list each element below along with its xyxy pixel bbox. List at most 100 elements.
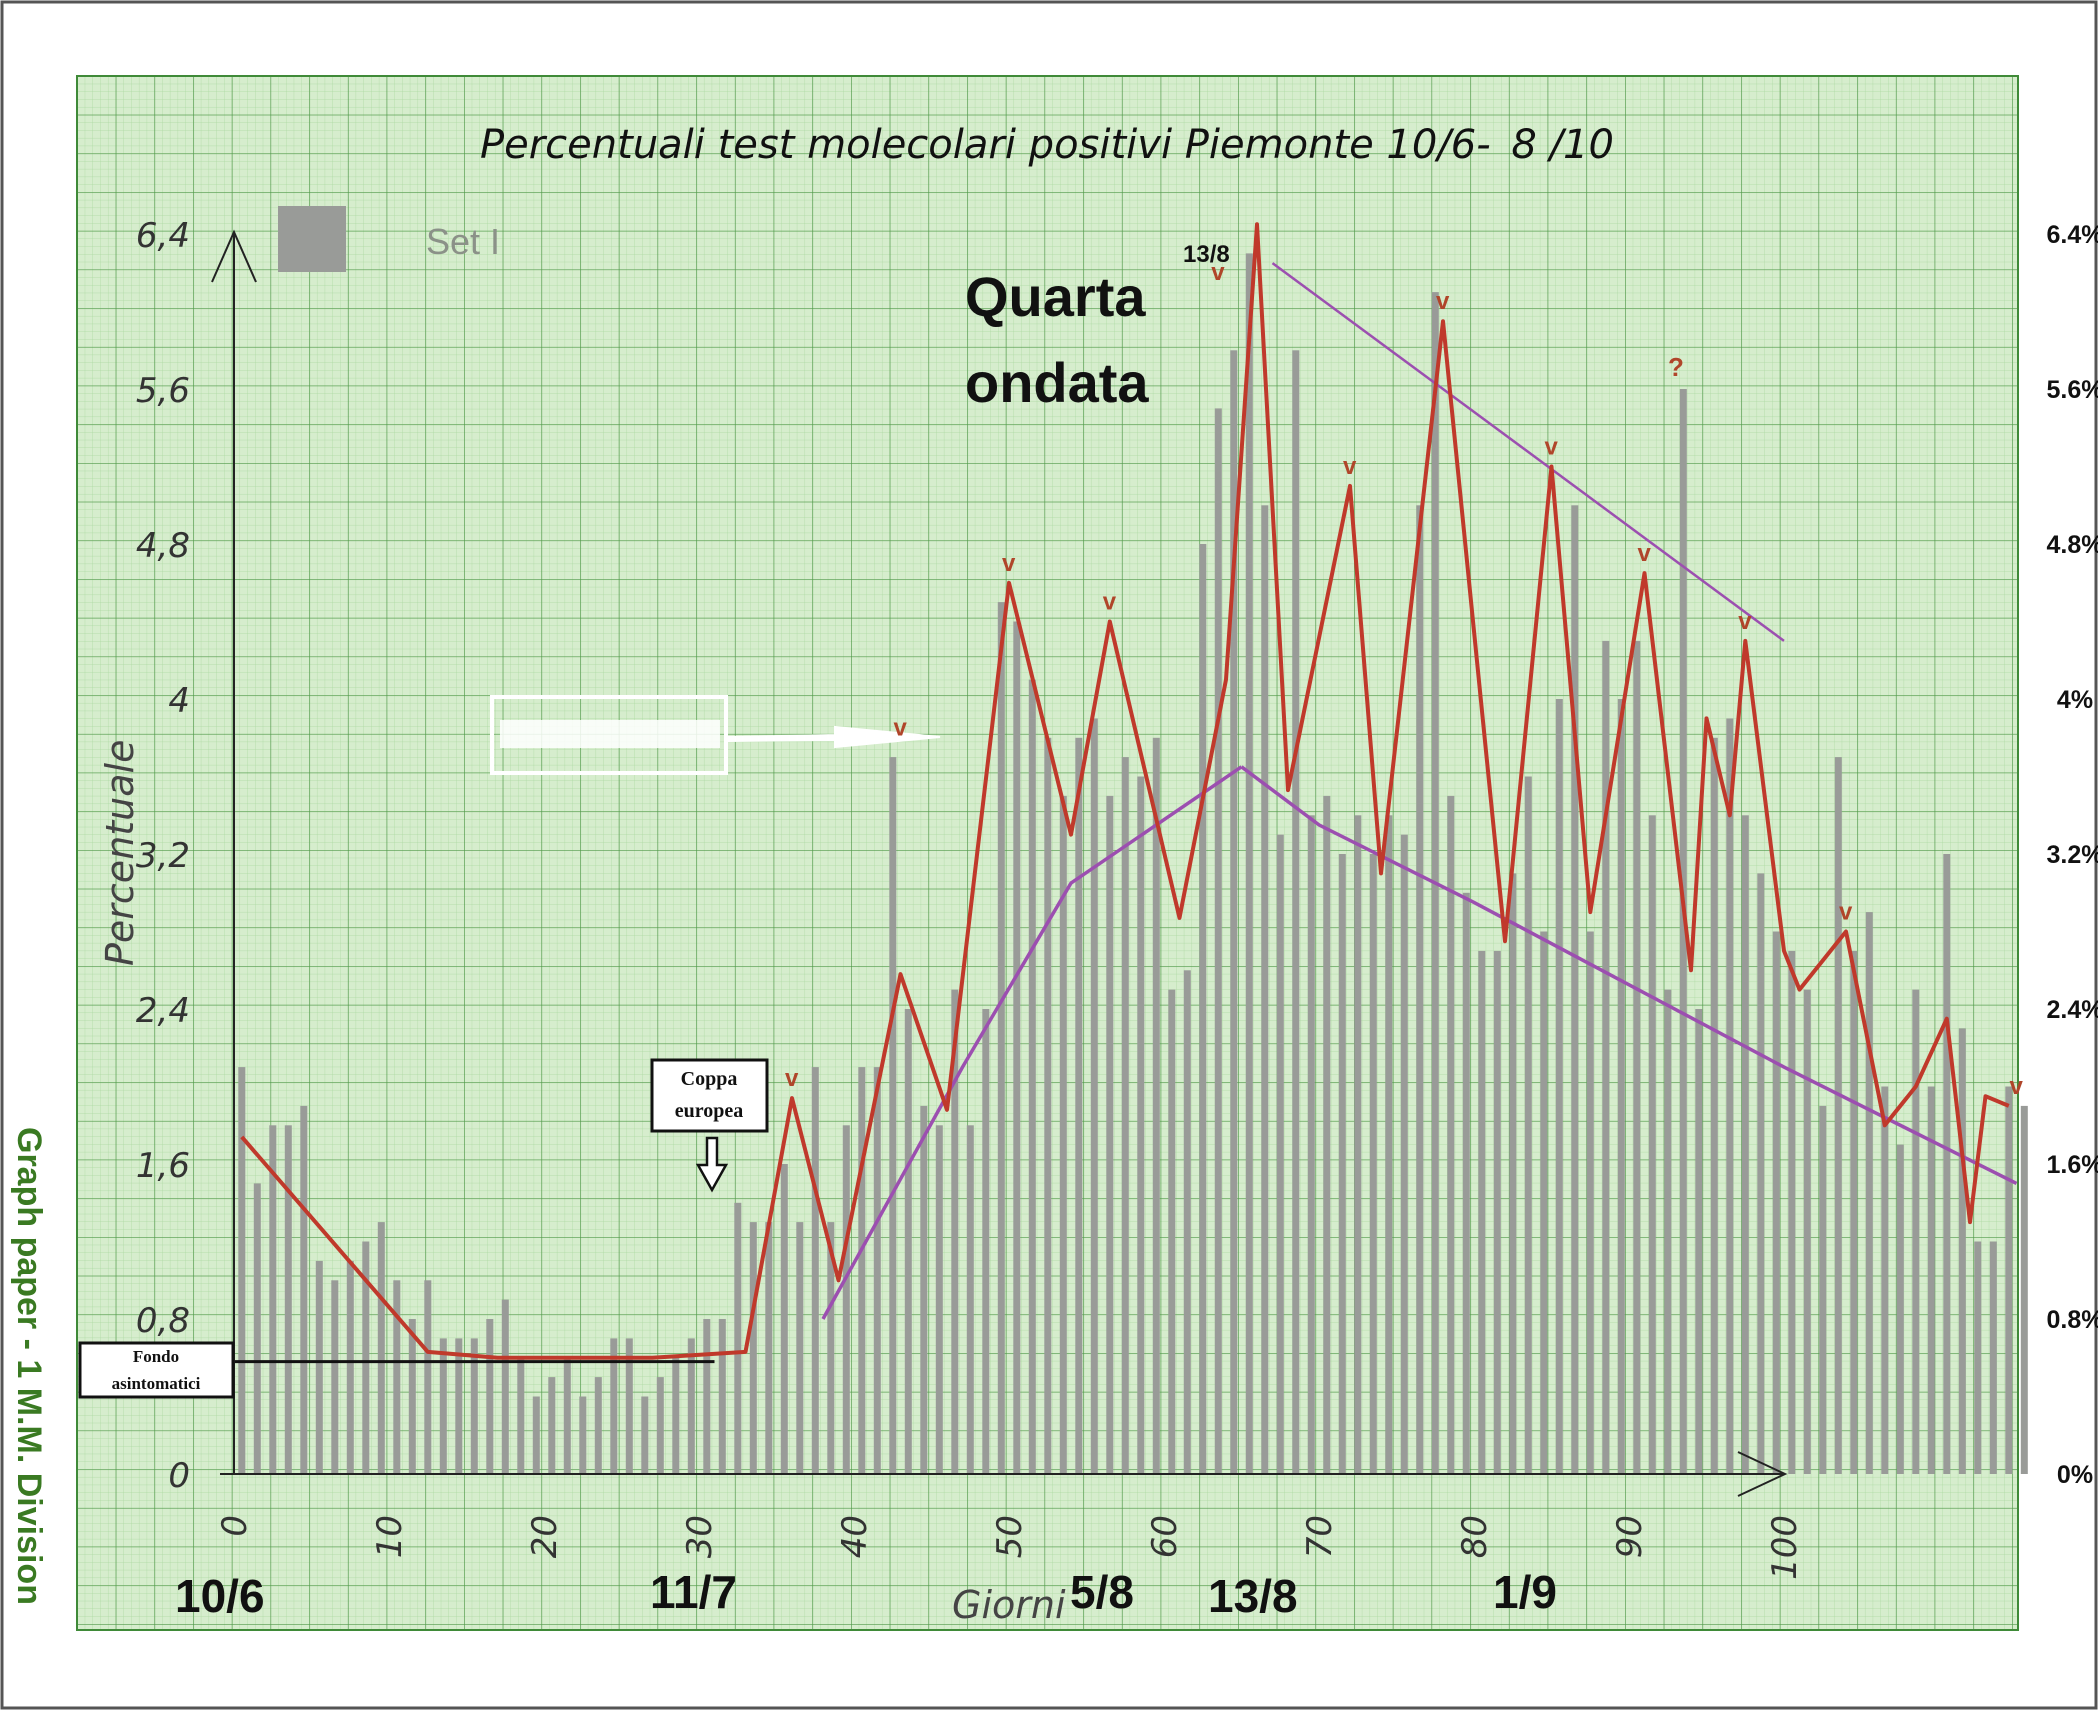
- bar-97: [1741, 815, 1749, 1475]
- axes: [211, 229, 1788, 1497]
- erased-scribble: [500, 720, 720, 748]
- y-tick-right-2: 1.6%: [2047, 1151, 2098, 1179]
- bar-102: [1819, 1105, 1827, 1474]
- bar-113: [1989, 1241, 1997, 1474]
- bar-34: [765, 1222, 773, 1474]
- graph-paper: [76, 75, 2019, 1631]
- bar-1: [253, 1183, 261, 1474]
- lines-group: [234, 222, 2018, 1364]
- x-axis-label: Giorni: [952, 1583, 1066, 1627]
- x-tick-3: 30: [680, 1515, 720, 1558]
- down-arrow-icon: [695, 1136, 729, 1193]
- bar-24: [610, 1338, 618, 1474]
- x-tick-8: 80: [1455, 1515, 1495, 1558]
- bar-40: [858, 1067, 866, 1474]
- legend-label: Set I: [426, 221, 500, 262]
- bar-9: [377, 1222, 385, 1474]
- y-tick-right-8: 6.4%: [2047, 221, 2098, 249]
- bar-18: [517, 1357, 525, 1475]
- bar-30: [703, 1319, 711, 1474]
- red-zigzag-line: [240, 222, 2010, 1360]
- purple-top-trend-line: [1271, 262, 1785, 642]
- erased-box: [490, 695, 728, 775]
- bar-46: [951, 989, 959, 1474]
- bar-75: [1400, 834, 1408, 1474]
- y-tick-right-3: 2.4%: [2047, 996, 2098, 1024]
- bar-10: [393, 1280, 401, 1475]
- x-tick-10: 100: [1765, 1515, 1805, 1580]
- x-tick-2: 20: [525, 1515, 565, 1558]
- legend-swatch: [278, 206, 346, 272]
- v-mark-4: v: [1211, 259, 1225, 286]
- annotations: Quarta ondata 13/8 Coppa europea Fondo a…: [78, 241, 2024, 1399]
- bar-27: [656, 1377, 664, 1474]
- y-tick-left-2: 1,6: [136, 1146, 190, 1186]
- bar-53: [1059, 795, 1067, 1474]
- chart-title-main: Percentuali test molecolari positivi Pie…: [480, 122, 1491, 168]
- bar-67: [1276, 834, 1284, 1474]
- v-mark-11: v: [2010, 1073, 2024, 1100]
- x-tick-6: 60: [1145, 1515, 1185, 1558]
- bar-48: [982, 1009, 990, 1474]
- bar-3: [284, 1125, 292, 1475]
- x-axis-arrow-icon: [1737, 1451, 1788, 1497]
- x-tick-4: 40: [835, 1515, 875, 1558]
- bar-68: [1292, 350, 1300, 1475]
- bar-31: [718, 1319, 726, 1474]
- bar-87: [1586, 931, 1594, 1474]
- bar-109: [1927, 1086, 1935, 1474]
- bar-95: [1710, 737, 1718, 1475]
- bar-78: [1447, 795, 1455, 1474]
- bar-12: [424, 1280, 432, 1475]
- bar-38: [827, 1222, 835, 1474]
- bar-58: [1137, 776, 1145, 1474]
- bar-115: [2020, 1105, 2028, 1474]
- bar-66: [1261, 505, 1269, 1475]
- bar-110: [1943, 854, 1951, 1474]
- bar-70: [1323, 795, 1331, 1474]
- annotation-quarta: Quarta: [965, 265, 1146, 328]
- bar-51: [1028, 679, 1036, 1474]
- bar-86: [1571, 505, 1579, 1475]
- bar-21: [563, 1357, 571, 1475]
- date-label-0: 10/6: [175, 1570, 265, 1622]
- coppa-line1: Coppa: [681, 1068, 738, 1090]
- bar-73: [1369, 854, 1377, 1474]
- date-labels: 10/6 11/7 5/8 13/8 1/9: [175, 1566, 1557, 1622]
- bar-112: [1974, 1241, 1982, 1474]
- bar-15: [470, 1338, 478, 1474]
- bar-96: [1726, 718, 1734, 1474]
- bar-59: [1152, 737, 1160, 1475]
- bar-64: [1230, 350, 1238, 1475]
- bar-52: [1044, 737, 1052, 1475]
- x-tick-7: 70: [1300, 1515, 1340, 1558]
- v-mark-10: v: [1839, 899, 1853, 926]
- date-label-2: 5/8: [1070, 1566, 1134, 1618]
- v-mark-9: v: [1738, 608, 1752, 635]
- bar-106: [1881, 1086, 1889, 1474]
- v-marks: v v v v v v v v v v v v: [785, 259, 2024, 1100]
- bar-74: [1385, 815, 1393, 1475]
- bar-54: [1075, 737, 1083, 1475]
- y-tick-left-7: 5,6: [136, 371, 190, 411]
- chart-title: Percentuali test molecolari positivi Pie…: [480, 122, 1614, 168]
- y-tick-left-0: 0: [168, 1456, 190, 1496]
- bar-26: [641, 1396, 649, 1474]
- bar-71: [1338, 854, 1346, 1474]
- y-tick-right-4: 3.2%: [2047, 841, 2098, 869]
- bar-16: [486, 1319, 494, 1474]
- bar-35: [780, 1164, 788, 1474]
- legend: Set I: [278, 206, 500, 272]
- bar-91: [1648, 815, 1656, 1475]
- bar-41: [873, 1067, 881, 1474]
- bar-88: [1602, 640, 1610, 1474]
- bar-11: [408, 1319, 416, 1474]
- bar-50: [1013, 621, 1021, 1474]
- bar-61: [1183, 970, 1191, 1475]
- x-tick-9: 90: [1610, 1515, 1650, 1558]
- bar-92: [1664, 989, 1672, 1474]
- y-tick-left-8: 6,4: [136, 216, 190, 256]
- fondo-line1: Fondo: [133, 1347, 179, 1366]
- bar-8: [362, 1241, 370, 1474]
- bar-13: [439, 1338, 447, 1474]
